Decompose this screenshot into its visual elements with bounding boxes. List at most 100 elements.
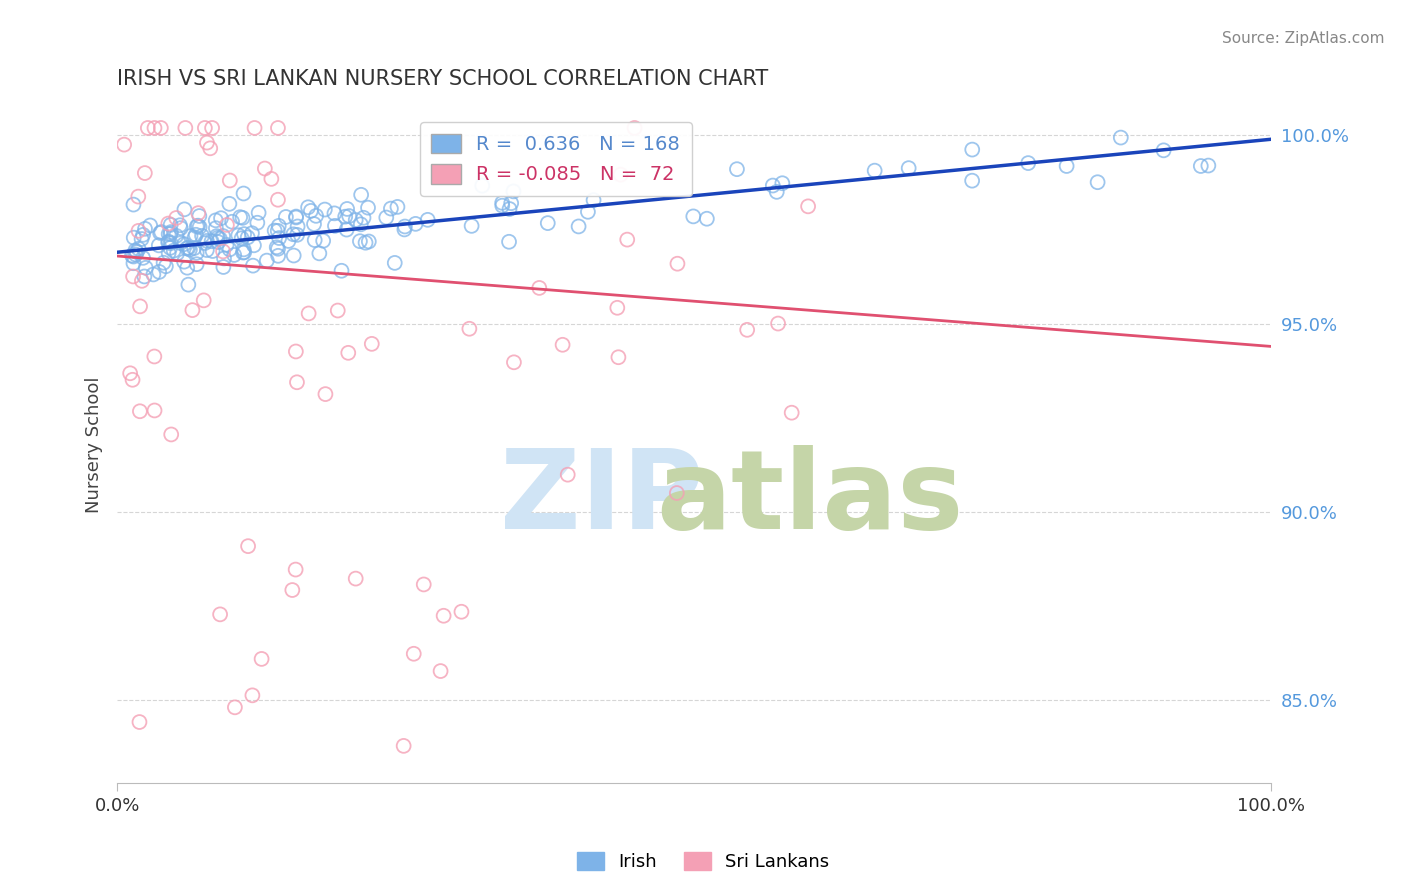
Point	[181, 303, 204, 318]
Point	[551, 338, 574, 352]
Point	[135, 260, 157, 275]
Point	[344, 213, 367, 227]
Point	[159, 227, 181, 241]
Point	[357, 201, 380, 215]
Point	[762, 178, 785, 193]
Point	[696, 211, 718, 226]
Point	[458, 322, 481, 336]
Point	[129, 404, 152, 418]
Point	[299, 203, 322, 218]
Point	[157, 235, 180, 249]
Point	[284, 563, 307, 577]
Point	[148, 265, 170, 279]
Point	[1087, 175, 1109, 189]
Point	[233, 245, 256, 260]
Point	[666, 257, 689, 271]
Point	[149, 226, 172, 240]
Point	[143, 120, 166, 135]
Point	[394, 222, 416, 236]
Point	[1056, 159, 1078, 173]
Point	[166, 246, 188, 260]
Point	[209, 211, 232, 226]
Point	[132, 227, 155, 242]
Point	[336, 222, 359, 236]
Legend: Irish, Sri Lankans: Irish, Sri Lankans	[569, 845, 837, 879]
Point	[200, 234, 222, 248]
Point	[122, 269, 145, 284]
Point	[194, 120, 217, 135]
Point	[491, 195, 513, 210]
Point	[770, 176, 793, 190]
Point	[112, 137, 135, 152]
Point	[176, 241, 198, 255]
Point	[170, 221, 193, 235]
Point	[125, 245, 148, 260]
Point	[960, 174, 983, 188]
Point	[165, 228, 187, 243]
Point	[218, 197, 240, 211]
Point	[267, 120, 290, 135]
Point	[350, 187, 373, 202]
Point	[128, 714, 150, 729]
Point	[582, 193, 605, 207]
Point	[159, 241, 181, 255]
Point	[215, 218, 238, 232]
Point	[267, 193, 290, 207]
Point	[285, 227, 308, 242]
Point	[150, 225, 173, 239]
Point	[380, 202, 402, 216]
Point	[682, 210, 704, 224]
Point	[503, 355, 526, 369]
Point	[267, 224, 290, 238]
Point	[176, 260, 198, 275]
Point	[274, 210, 297, 224]
Point	[120, 366, 142, 380]
Point	[471, 178, 494, 193]
Point	[780, 406, 803, 420]
Point	[387, 200, 409, 214]
Point	[337, 346, 360, 360]
Point	[157, 246, 180, 260]
Point	[188, 209, 211, 223]
Point	[312, 234, 335, 248]
Point	[576, 204, 599, 219]
Point	[134, 269, 156, 284]
Point	[149, 120, 172, 135]
Point	[231, 211, 253, 225]
Point	[607, 350, 630, 364]
Point	[336, 202, 359, 216]
Point	[725, 162, 748, 177]
Point	[163, 244, 186, 258]
Point	[177, 241, 200, 255]
Point	[201, 244, 224, 258]
Point	[224, 248, 246, 262]
Point	[285, 376, 308, 390]
Point	[122, 197, 145, 211]
Point	[277, 234, 299, 248]
Point	[623, 120, 645, 135]
Point	[159, 218, 181, 232]
Point	[285, 210, 308, 224]
Point	[124, 244, 146, 258]
Point	[205, 221, 228, 235]
Point	[283, 248, 305, 262]
Point	[285, 211, 308, 225]
Point	[665, 486, 688, 500]
Point	[283, 227, 305, 242]
Point	[323, 206, 346, 220]
Point	[232, 245, 254, 260]
Y-axis label: Nursery School: Nursery School	[86, 376, 103, 513]
Point	[392, 739, 415, 753]
Point	[606, 301, 628, 315]
Point	[184, 227, 207, 242]
Point	[212, 252, 235, 266]
Point	[557, 467, 579, 482]
Point	[253, 161, 276, 176]
Point	[498, 235, 520, 249]
Point	[127, 189, 149, 203]
Text: Source: ZipAtlas.com: Source: ZipAtlas.com	[1222, 31, 1385, 46]
Point	[187, 206, 209, 220]
Point	[229, 210, 252, 224]
Point	[121, 373, 143, 387]
Point	[1153, 144, 1175, 158]
